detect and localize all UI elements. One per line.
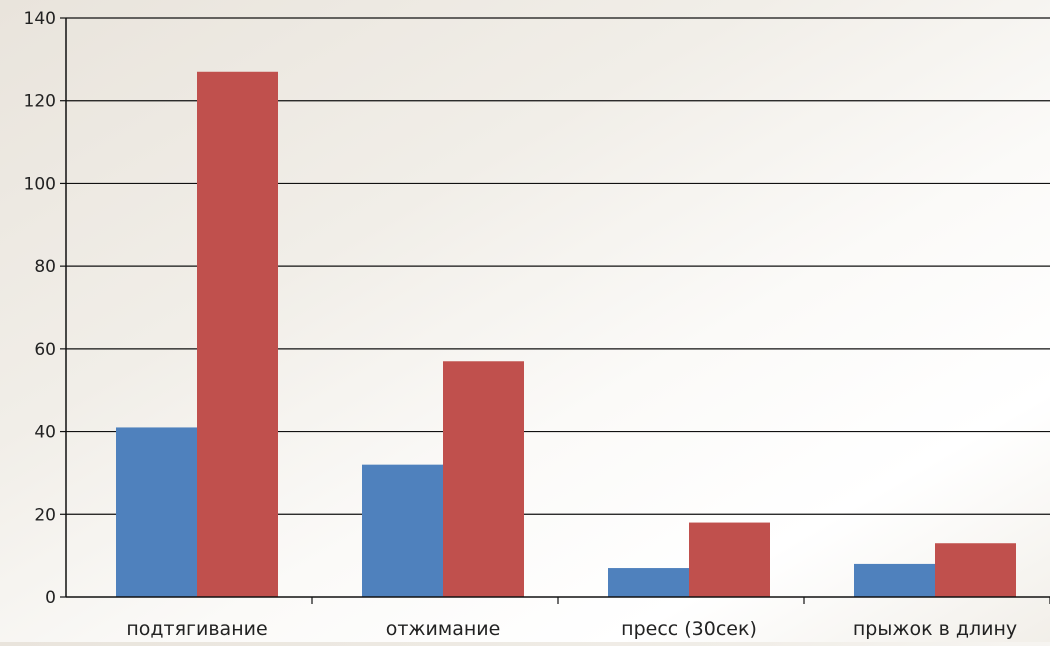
x-tick-label: пресс (30сек) (621, 618, 757, 640)
y-tick-label: 40 (34, 423, 56, 443)
bar-1 (116, 427, 197, 597)
bar-2 (935, 543, 1016, 597)
axes (60, 17, 1050, 604)
x-tick-label: подтягивание (126, 618, 267, 640)
axis-labels: 0 20 40 60 80 100 120 140 подтягивание отжимание п… (24, 9, 1018, 640)
y-tick-label: 20 (34, 505, 56, 525)
x-tick-label: прыжок в длину (853, 618, 1017, 640)
bar-1 (362, 464, 443, 597)
y-tick-label: 0 (45, 588, 56, 608)
bar-1 (854, 563, 935, 597)
bars (116, 71, 1016, 597)
bar-2 (197, 71, 278, 597)
y-tick-label: 100 (24, 174, 56, 194)
bar-1 (608, 568, 689, 597)
x-tick-label: отжимание (386, 618, 501, 640)
y-tick-label: 120 (24, 92, 56, 112)
y-tick-label: 140 (24, 9, 56, 29)
bar-2 (443, 361, 524, 597)
y-tick-label: 80 (34, 257, 56, 277)
y-tick-label: 60 (34, 340, 56, 360)
bar-2 (689, 522, 770, 597)
